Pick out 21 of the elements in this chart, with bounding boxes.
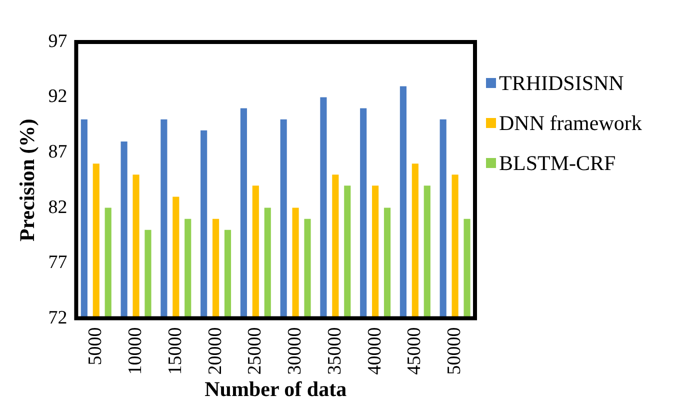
x-tick-label: 40000 bbox=[364, 327, 386, 375]
legend-label: DNN framework bbox=[499, 110, 643, 136]
y-tick-label: 87 bbox=[48, 142, 68, 163]
x-tick-label: 20000 bbox=[204, 327, 226, 375]
y-tick-label: 82 bbox=[48, 196, 68, 218]
legend-label: BLSTM-CRF bbox=[499, 150, 617, 176]
y-axis-title: Precision (%) bbox=[15, 118, 40, 242]
x-tick-label: 30000 bbox=[284, 327, 306, 375]
x-tick-label: 35000 bbox=[324, 327, 346, 375]
y-tick-label: 77 bbox=[48, 252, 68, 274]
x-tick-label: 5000 bbox=[85, 327, 106, 366]
y-tick-label: 92 bbox=[48, 86, 68, 108]
x-tick-label: 25000 bbox=[244, 327, 266, 375]
x-tick-label: 10000 bbox=[125, 327, 146, 375]
x-tick-label: 15000 bbox=[164, 327, 186, 375]
x-tick-label: 45000 bbox=[404, 327, 426, 375]
x-axis-title: Number of data bbox=[204, 376, 348, 401]
y-tick-label: 97 bbox=[48, 30, 68, 52]
legend-label: TRHIDSISNN bbox=[499, 70, 625, 96]
x-tick-label: 50000 bbox=[444, 327, 466, 375]
y-tick-label: 72 bbox=[48, 307, 68, 328]
